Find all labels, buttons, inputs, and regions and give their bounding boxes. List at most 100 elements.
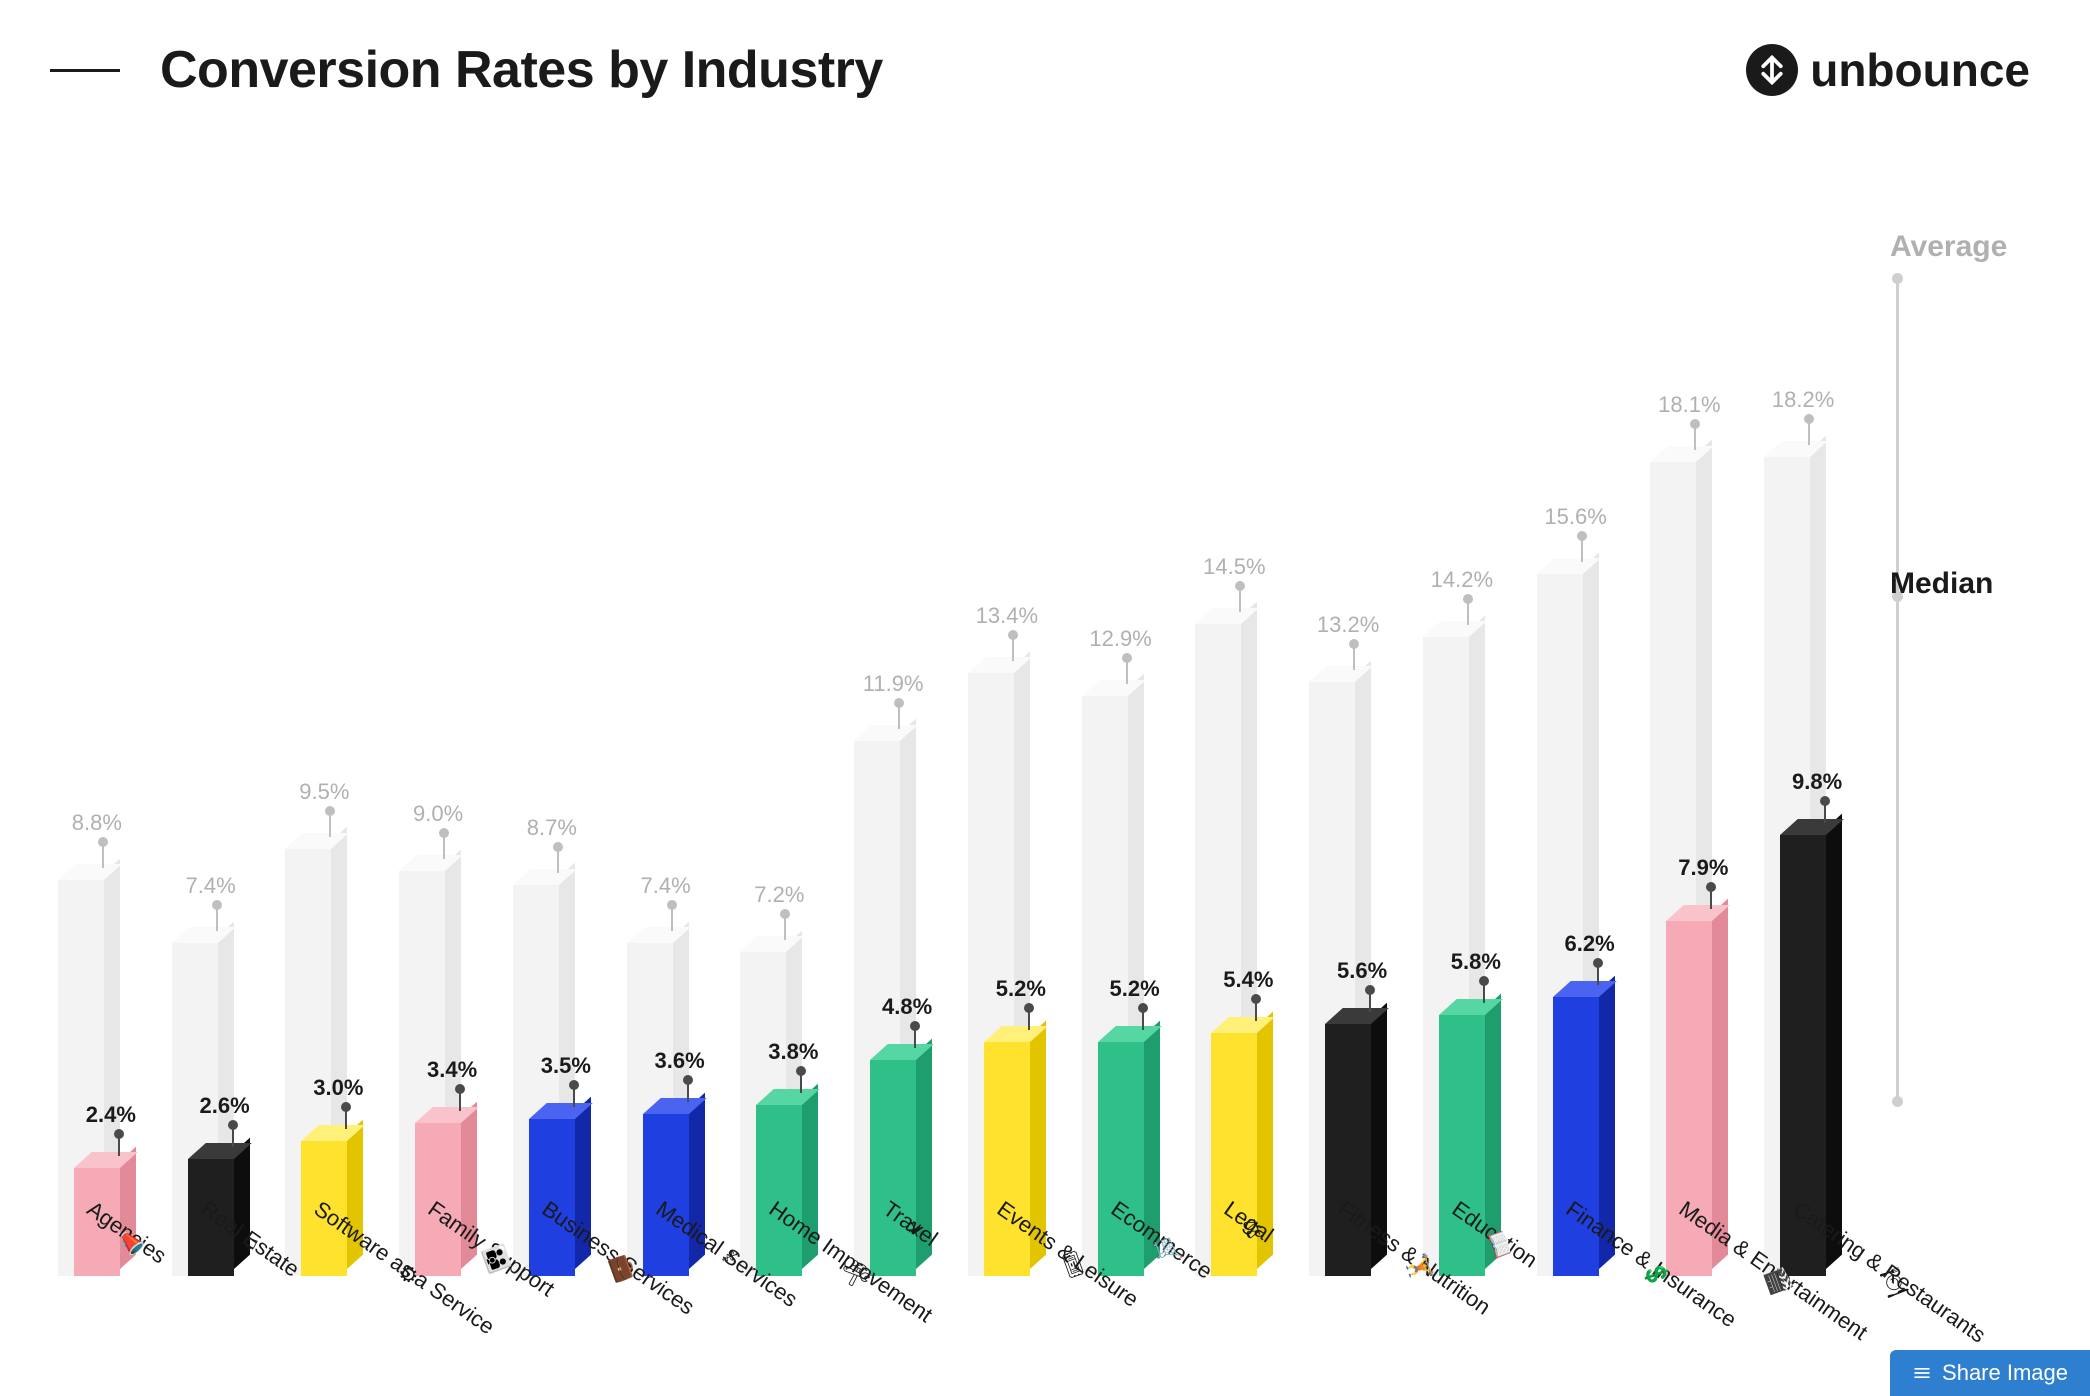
average-value-label: 7.4% (161, 873, 261, 899)
median-pin-icon (1255, 999, 1257, 1021)
average-value-label: 7.4% (616, 873, 716, 899)
median-value-label: 5.2% (1085, 976, 1185, 1002)
chart-header: Conversion Rates by Industry unbounce (50, 40, 2030, 100)
brand-logo: unbounce (1746, 43, 2030, 97)
legend-average-label: Average (1890, 230, 2007, 264)
average-value-label: 13.2% (1298, 612, 1398, 638)
average-value-label: 18.2% (1753, 387, 1853, 413)
bar-group: 7.4% 3.6% (609, 230, 723, 1276)
bar-group: 7.2% 3.8% (723, 230, 837, 1276)
x-axis-label: Software as a Service⚙ (268, 1196, 382, 1376)
average-value-label: 8.7% (502, 815, 602, 841)
median-value-label: 3.6% (630, 1048, 730, 1074)
category-icon: ⌂ (238, 1232, 267, 1253)
bar-group: 11.9% 4.8% (836, 230, 950, 1276)
median-value-label: 7.9% (1653, 855, 1753, 881)
median-value-label: 5.8% (1426, 949, 1526, 975)
median-pin-icon (1597, 963, 1599, 985)
x-axis-label: Events & Leisure🎟 (950, 1196, 1064, 1376)
x-axis-label: Medical Services⚕ (609, 1196, 723, 1376)
x-axis-label: Media & Entertainment🎬 (1633, 1196, 1747, 1376)
median-pin-icon (345, 1107, 347, 1129)
chart-area: 8.8% 2.4% 7.4% 2.6% 9.5% 3.0% (40, 230, 1860, 1276)
median-value-label: 3.4% (402, 1057, 502, 1083)
bar-group: 14.2% 5.8% (1405, 230, 1519, 1276)
x-axis-label: Education📖 (1405, 1196, 1519, 1376)
average-value-label: 11.9% (843, 671, 943, 697)
brand-name: unbounce (1810, 43, 2030, 97)
average-pin-icon (1694, 424, 1696, 450)
median-value-label: 2.4% (61, 1102, 161, 1128)
average-pin-icon (671, 905, 673, 931)
x-axis-label: Agencies📣 (40, 1196, 154, 1376)
median-value-label: 5.4% (1198, 967, 1298, 993)
average-pin-icon (1353, 644, 1355, 670)
median-value-label: 3.8% (743, 1039, 843, 1065)
average-pin-icon (102, 842, 104, 868)
average-pin-icon (1808, 419, 1810, 445)
average-pin-icon (1012, 635, 1014, 661)
bar-group: 13.2% 5.6% (1291, 230, 1405, 1276)
median-value-label: 4.8% (857, 994, 957, 1020)
bar-group: 9.5% 3.0% (268, 230, 382, 1276)
title-wrap: Conversion Rates by Industry (50, 40, 883, 100)
median-value-label: 2.6% (175, 1093, 275, 1119)
median-value-label: 9.8% (1767, 769, 1867, 795)
share-icon (1912, 1363, 1932, 1383)
median-pin-icon (573, 1085, 575, 1107)
x-axis-label: Real Estate⌂ (154, 1196, 268, 1376)
unbounce-icon (1746, 44, 1798, 96)
average-pin-icon (1126, 658, 1128, 684)
average-value-label: 14.5% (1184, 554, 1284, 580)
median-pin-icon (459, 1089, 461, 1111)
median-pin-icon (232, 1125, 234, 1147)
share-button-label: Share Image (1942, 1360, 2068, 1386)
average-pin-icon (784, 914, 786, 940)
median-pin-icon (1142, 1008, 1144, 1030)
legend-average: Average (1890, 230, 2060, 264)
title-dash-icon (50, 69, 120, 72)
x-axis-label: Legal⚖ (1178, 1196, 1292, 1376)
bar-group: 15.6% 6.2% (1519, 230, 1633, 1276)
average-value-label: 7.2% (729, 882, 829, 908)
bar-group: 8.7% 3.5% (495, 230, 609, 1276)
x-axis-label: Ecommerce🛒 (1064, 1196, 1178, 1376)
average-value-label: 13.4% (957, 603, 1057, 629)
x-axis-label: Business Services💼 (495, 1196, 609, 1376)
bar-group: 13.4% 5.2% (950, 230, 1064, 1276)
median-pin-icon (687, 1080, 689, 1102)
average-value-label: 18.1% (1639, 392, 1739, 418)
median-pin-icon (1369, 990, 1371, 1012)
category-icon: 📣 (114, 1225, 148, 1260)
x-axis-label: Family Support👪 (381, 1196, 495, 1376)
category-icon: 📖 (1482, 1228, 1516, 1263)
average-pin-icon (1467, 599, 1469, 625)
average-value-label: 8.8% (47, 810, 147, 836)
bar-group: 18.1% 7.9% (1633, 230, 1747, 1276)
average-value-label: 15.6% (1526, 504, 1626, 530)
average-pin-icon (329, 811, 331, 837)
average-pin-icon (1239, 586, 1241, 612)
median-pin-icon (1028, 1008, 1030, 1030)
median-pin-icon (1483, 981, 1485, 1003)
average-value-label: 9.5% (274, 779, 374, 805)
share-image-button[interactable]: Share Image (1890, 1350, 2090, 1396)
average-pin-icon (443, 833, 445, 859)
median-value-label: 6.2% (1540, 931, 1640, 957)
x-axis-label: Travel✈ (836, 1196, 950, 1376)
median-pin-icon (1710, 887, 1712, 909)
median-value-label: 5.2% (971, 976, 1071, 1002)
average-pin-icon (557, 847, 559, 873)
average-value-label: 9.0% (388, 801, 488, 827)
bar-group: 18.2% 9.8% (1746, 230, 1860, 1276)
average-value-label: 14.2% (1412, 567, 1512, 593)
median-pin-icon (118, 1134, 120, 1156)
median-pin-icon (1824, 801, 1826, 823)
legend-median-label: Median (1890, 567, 1993, 601)
median-value-label: 5.6% (1312, 958, 1412, 984)
x-axis-labels: Agencies📣Real Estate⌂Software as a Servi… (40, 1196, 1860, 1376)
median-value-label: 3.0% (288, 1075, 388, 1101)
x-axis-label: Fitness & Nutrition🏋 (1291, 1196, 1405, 1376)
category-icon: ✈ (898, 1217, 929, 1243)
median-pin-icon (800, 1071, 802, 1093)
